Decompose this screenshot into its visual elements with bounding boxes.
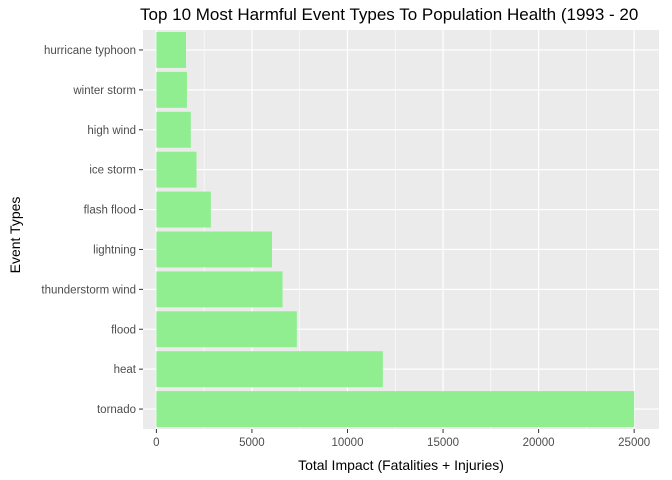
- y-tick-label: winter storm: [72, 85, 136, 97]
- y-tick-label: high wind: [87, 125, 136, 137]
- x-tick-label: 5000: [239, 437, 265, 449]
- y-tick-label: thunderstorm wind: [41, 284, 136, 296]
- bars: [156, 31, 635, 428]
- bar-heat: [156, 351, 383, 388]
- x-tick-label: 0: [153, 437, 159, 449]
- y-tick-label: lightning: [93, 244, 136, 256]
- y-tick-label: heat: [114, 364, 137, 376]
- bar-ice-storm: [156, 151, 197, 188]
- y-tick-label: tornado: [97, 404, 136, 416]
- y-tick-label: ice storm: [89, 165, 136, 177]
- y-axis-ticks: tornado heat flood thunderstorm wind lightni…: [41, 45, 143, 416]
- x-axis-ticks: 0 5000 10000 15000 20000 25000: [153, 429, 650, 449]
- x-tick-label: 15000: [427, 437, 459, 449]
- bar-high-wind: [156, 111, 191, 148]
- x-tick-label: 10000: [331, 437, 363, 449]
- major-gridlines: [143, 30, 659, 429]
- y-tick-label: hurricane typhoon: [44, 45, 136, 57]
- bar-thunderstorm-wind: [156, 271, 283, 308]
- y-axis-title: Event Types: [7, 197, 23, 274]
- bar-winter-storm: [156, 71, 187, 108]
- bar-flood: [156, 311, 297, 348]
- bar-flash-flood: [156, 191, 211, 228]
- bar-lightning: [156, 231, 272, 268]
- x-tick-label: 20000: [523, 437, 555, 449]
- y-tick-label: flash flood: [84, 205, 136, 217]
- chart-title: Top 10 Most Harmful Event Types To Popul…: [140, 5, 638, 24]
- x-tick-label: 25000: [618, 437, 650, 449]
- bar-tornado: [156, 391, 635, 428]
- y-tick-label: flood: [111, 324, 136, 336]
- x-axis-title: Total Impact (Fatalities + Injuries): [298, 457, 504, 473]
- bar-hurricane-typhoon: [156, 31, 186, 68]
